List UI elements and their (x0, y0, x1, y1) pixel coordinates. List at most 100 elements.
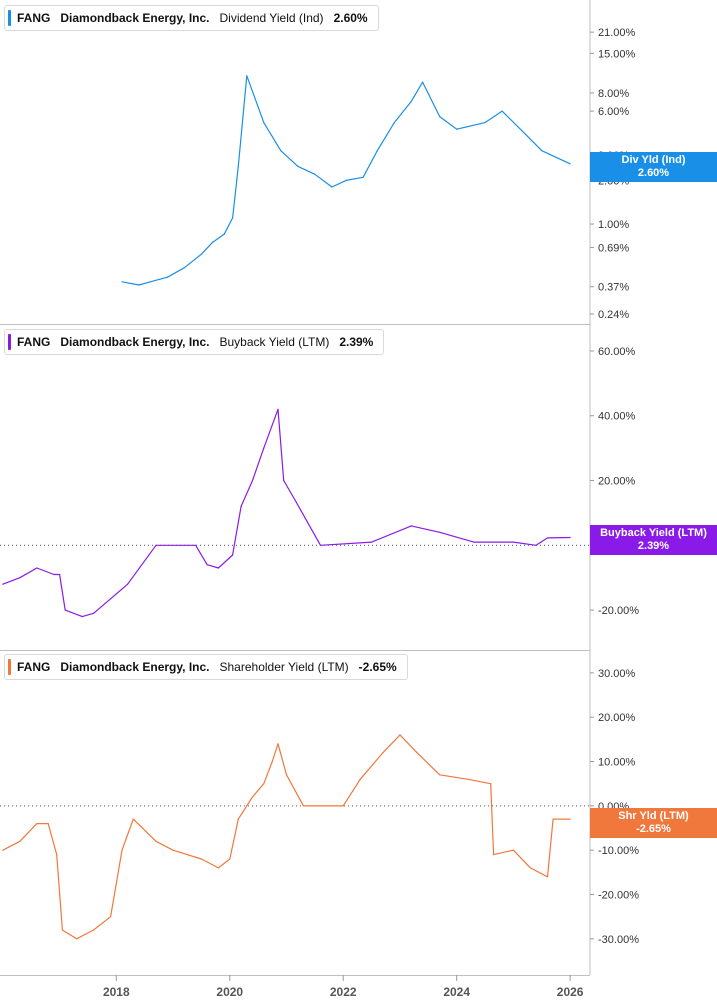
y-tick-label: -10.00% (598, 845, 639, 857)
y-tick-label: 8.00% (598, 88, 629, 100)
legend-company: Diamondback Energy, Inc. (60, 335, 210, 349)
data-point (149, 281, 151, 283)
data-point (376, 150, 378, 152)
x-tick-label: 2022 (330, 985, 357, 999)
data-point (200, 253, 202, 255)
data-point (237, 818, 239, 820)
x-tick-label: 2024 (443, 985, 470, 999)
y-tick-label: 20.00% (598, 476, 636, 488)
legend-buyback-yield: FANG Diamondback Energy, Inc. Buyback Yi… (4, 329, 385, 355)
data-point (251, 796, 254, 798)
data-point (47, 823, 49, 825)
y-tick-label: -30.00% (598, 934, 639, 946)
data-point (345, 179, 347, 181)
legend-metric: Dividend Yield (Ind) (219, 11, 324, 25)
data-point (277, 743, 279, 745)
y-tick-label: -20.00% (598, 890, 639, 902)
tag-value: 2.60% (637, 167, 670, 179)
data-point (240, 505, 242, 507)
data-point (416, 752, 418, 754)
data-point (331, 186, 333, 188)
data-point (439, 531, 441, 533)
y-tick-label: 0.69% (598, 242, 629, 254)
y-tick-label: 21.00% (598, 27, 636, 39)
legend-color-swatch (8, 659, 11, 675)
div-yield-price-tag: Div Yld (Ind) 2.60% (590, 152, 717, 182)
data-point (552, 818, 554, 820)
tag-label: Buyback Yield (LTM) (600, 527, 707, 539)
data-point (223, 233, 225, 235)
legend-value: -2.65% (358, 660, 397, 674)
x-tick-label: 2020 (216, 985, 243, 999)
data-point (206, 564, 208, 566)
data-point (359, 778, 361, 780)
data-point (195, 544, 197, 546)
data-point (297, 165, 299, 167)
data-point (172, 849, 174, 851)
data-point (439, 116, 441, 118)
data-point (467, 778, 469, 780)
y-tick-label: 60.00% (598, 346, 636, 358)
data-point (2, 583, 4, 585)
tag-label: Shr Yld (LTM) (618, 810, 689, 822)
data-point (155, 544, 157, 546)
data-point (569, 163, 571, 165)
legend-shareholder-yield: FANG Diamondback Energy, Inc. Shareholde… (4, 654, 408, 680)
legend-ticker: FANG (17, 660, 51, 674)
data-point (422, 81, 424, 83)
tag-label: Div Yld (Ind) (621, 154, 686, 166)
data-point (302, 805, 305, 807)
data-point (314, 173, 316, 175)
data-point (237, 165, 239, 167)
data-point (64, 609, 66, 611)
data-point (232, 554, 234, 556)
data-point (53, 573, 55, 576)
data-point (121, 281, 123, 283)
data-point (155, 840, 157, 842)
data-point (362, 176, 364, 178)
data-point (93, 612, 95, 614)
data-point (319, 544, 322, 546)
series-line-shareholder-yield (2, 734, 571, 940)
shr-yield-price-tag: Shr Yld (LTM) -2.65% (590, 808, 717, 838)
y-tick-label: 30.00% (598, 668, 636, 680)
data-point (493, 854, 495, 856)
data-point (501, 110, 503, 112)
legend-dividend-yield: FANG Diamondback Energy, Inc. Dividend Y… (4, 5, 379, 31)
data-point (217, 567, 219, 569)
data-point (490, 783, 492, 785)
data-point (76, 938, 78, 940)
data-point (399, 734, 401, 736)
data-point (512, 541, 515, 543)
data-point (36, 823, 38, 825)
data-point (524, 133, 526, 135)
data-point (277, 408, 279, 410)
legend-ticker: FANG (17, 335, 51, 349)
data-point (263, 783, 265, 785)
data-point (246, 75, 248, 77)
data-point (371, 541, 373, 543)
data-point (271, 760, 273, 763)
legend-value: 2.39% (339, 335, 374, 349)
data-point (529, 867, 532, 869)
data-point (127, 583, 129, 585)
data-point (473, 541, 475, 543)
data-point (546, 876, 549, 878)
y-tick-label: 40.00% (598, 411, 636, 423)
data-point (200, 858, 202, 860)
data-point (138, 284, 140, 286)
data-point (2, 849, 4, 851)
y-tick-label: 0.24% (598, 309, 629, 321)
legend-metric: Shareholder Yield (LTM) (219, 660, 349, 674)
data-point (382, 752, 384, 754)
data-point (61, 929, 64, 931)
data-point (217, 867, 219, 869)
data-point (56, 854, 58, 856)
data-point (263, 122, 265, 124)
data-point (183, 267, 185, 269)
data-point (229, 858, 231, 860)
data-point (410, 525, 412, 527)
data-point (541, 150, 543, 152)
y-tick-label: 20.00% (598, 712, 636, 724)
